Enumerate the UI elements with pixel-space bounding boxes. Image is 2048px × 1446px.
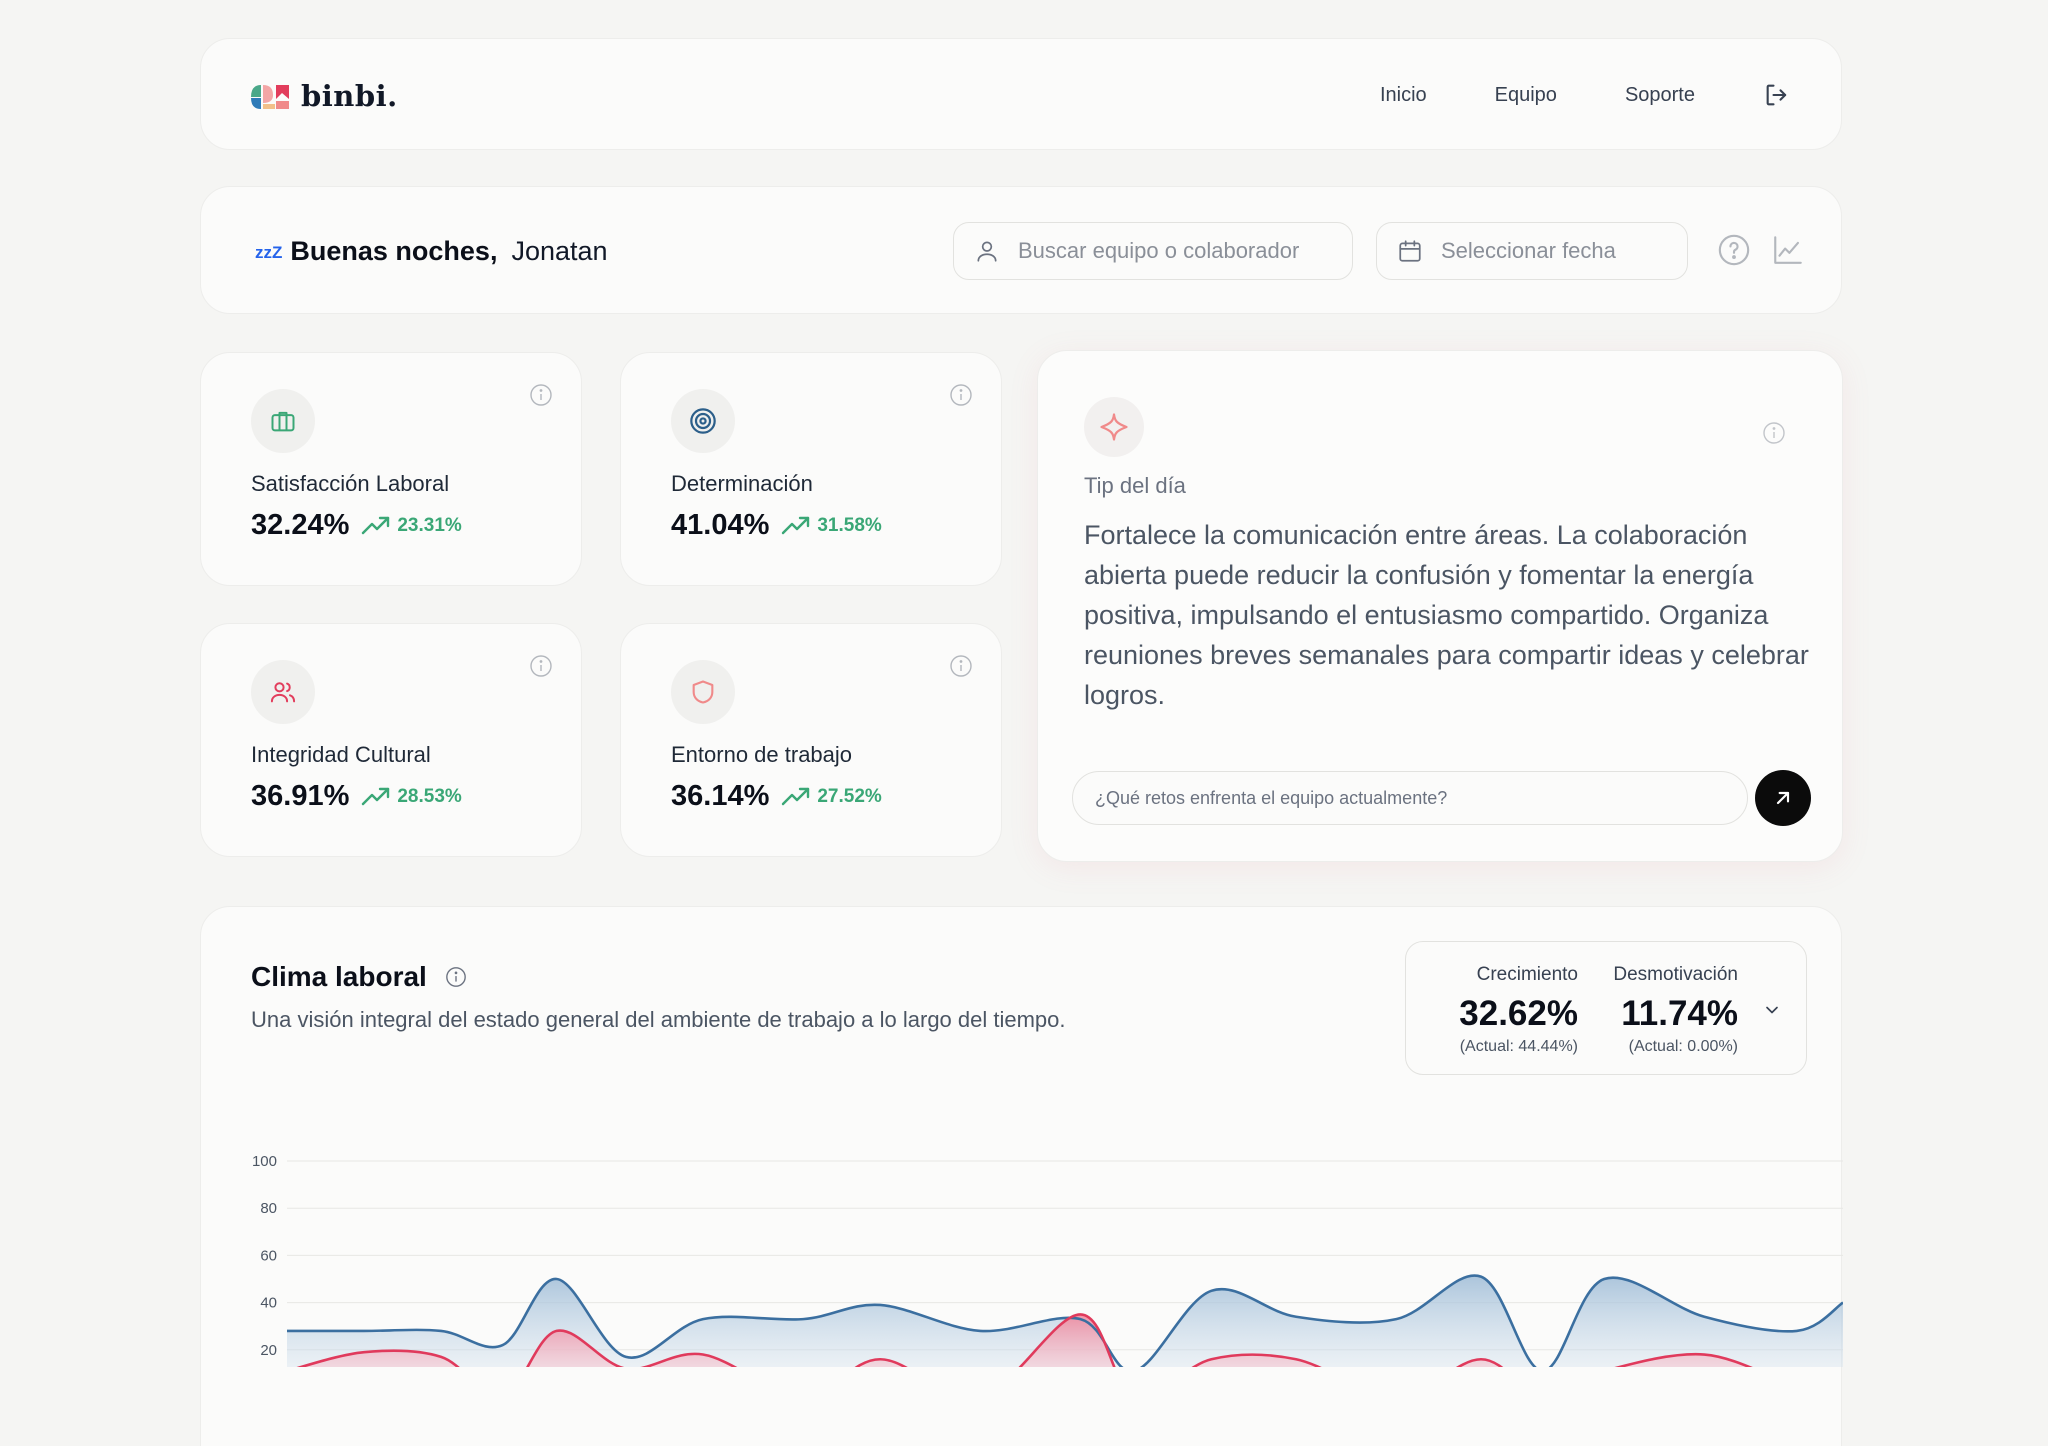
y-tick-label: 40	[260, 1295, 277, 1312]
arrow-up-right-icon	[1776, 791, 1790, 805]
line-chart-icon[interactable]	[1771, 233, 1805, 267]
sleep-icon: zzZ	[255, 243, 283, 262]
date-picker[interactable]: Seleccionar fecha	[1376, 222, 1688, 280]
y-tick-label: 100	[252, 1153, 277, 1170]
metric-trend: 28.53%	[397, 785, 462, 807]
clima-laboral-panel: Clima laboral Una visión integral del es…	[200, 906, 1843, 1446]
logout-icon[interactable]	[1763, 81, 1791, 109]
stat-desmotivacion: Desmotivación 11.74% (Actual: 0.00%)	[1613, 964, 1738, 1056]
nav-link-equipo[interactable]: Equipo	[1494, 83, 1557, 106]
send-button[interactable]	[1755, 770, 1811, 826]
stat-sub: (Actual: 44.44%)	[1459, 1038, 1578, 1055]
shield-icon	[671, 660, 735, 724]
greeting-bar: zzZ Buenas noches, Jonatan Buscar equipo…	[200, 186, 1842, 314]
greeting-user-name: Jonatan	[511, 235, 608, 266]
sparkle-icon	[1084, 397, 1144, 457]
y-tick-label: 60	[260, 1247, 277, 1264]
metric-value: 36.14%	[671, 780, 770, 812]
metric-title: Satisfacción Laboral	[251, 471, 450, 496]
target-icon	[671, 389, 735, 453]
trend-up-icon	[782, 516, 810, 534]
info-icon[interactable]	[529, 654, 553, 678]
tip-label: Tip del día	[1084, 473, 1186, 498]
metric-value: 41.04%	[671, 509, 770, 541]
brand-mark-icon	[251, 85, 289, 109]
search-placeholder: Buscar equipo o colaborador	[1018, 238, 1300, 263]
search-input[interactable]: Buscar equipo o colaborador	[953, 222, 1353, 280]
tip-text: Fortalece la comunicación entre áreas. L…	[1084, 520, 1809, 710]
metric-trend: 23.31%	[397, 514, 462, 536]
info-icon[interactable]	[1762, 421, 1786, 445]
date-placeholder: Seleccionar fecha	[1441, 238, 1616, 263]
metric-card-satisfaccion[interactable]: Satisfacción Laboral 32.24% 23.31%	[200, 352, 582, 586]
section-title: Clima laboral	[251, 961, 427, 992]
briefcase-icon	[251, 389, 315, 453]
metric-title: Integridad Cultural	[251, 742, 431, 767]
nav-link-soporte[interactable]: Soporte	[1624, 83, 1695, 106]
brand-name: binbi.	[301, 79, 398, 113]
metric-value: 32.24%	[251, 509, 350, 541]
calendar-icon	[1399, 240, 1421, 262]
info-icon[interactable]	[949, 654, 973, 678]
help-icon[interactable]	[1717, 233, 1751, 267]
stats-summary[interactable]: Crecimiento 32.62% (Actual: 44.44%) Desm…	[1405, 941, 1807, 1075]
metric-card-entorno[interactable]: Entorno de trabajo 36.14% 27.52%	[620, 623, 1002, 857]
trend-up-icon	[362, 787, 390, 805]
info-icon[interactable]	[949, 383, 973, 407]
trend-up-icon	[782, 787, 810, 805]
tip-question-input[interactable]: ¿Qué retos enfrenta el equipo actualment…	[1072, 771, 1748, 825]
clima-chart: 020406080100	[252, 1153, 1843, 1367]
series-line-1	[287, 1274, 1843, 1367]
info-icon[interactable]	[445, 966, 467, 988]
tip-card: Tip del día Fortalece la comunicación en…	[1037, 350, 1843, 862]
users-icon	[251, 660, 315, 724]
metric-value: 36.91%	[251, 780, 350, 812]
metric-title: Determinación	[671, 471, 813, 496]
metric-card-determinacion[interactable]: Determinación 41.04% 31.58%	[620, 352, 1002, 586]
section-subtitle: Una visión integral del estado general d…	[251, 1007, 1066, 1032]
series-line-2	[296, 1313, 1753, 1367]
greeting-salutation: Buenas noches,	[290, 235, 498, 266]
trend-up-icon	[362, 516, 390, 534]
series-area-2	[301, 1314, 1750, 1367]
brand-logo[interactable]: binbi.	[249, 79, 398, 113]
y-tick-label: 80	[260, 1200, 277, 1217]
metric-card-integridad[interactable]: Integridad Cultural 36.91% 28.53%	[200, 623, 582, 857]
stat-value: 32.62%	[1459, 994, 1578, 1033]
metric-trend: 31.58%	[817, 514, 882, 536]
stat-crecimiento: Crecimiento 32.62% (Actual: 44.44%)	[1459, 964, 1578, 1056]
stat-label: Desmotivación	[1613, 964, 1738, 985]
chevron-down-icon[interactable]	[1762, 1000, 1782, 1020]
nav-link-inicio[interactable]: Inicio	[1379, 83, 1427, 106]
y-tick-label: 20	[260, 1342, 277, 1359]
stat-value: 11.74%	[1621, 994, 1738, 1033]
user-icon	[977, 241, 997, 262]
top-nav: binbi. Inicio Equipo Soporte	[200, 38, 1842, 150]
stat-sub: (Actual: 0.00%)	[1628, 1038, 1738, 1055]
metric-trend: 27.52%	[817, 785, 882, 807]
stat-label: Crecimiento	[1476, 964, 1578, 985]
tip-input-placeholder: ¿Qué retos enfrenta el equipo actualment…	[1095, 787, 1448, 808]
info-icon[interactable]	[529, 383, 553, 407]
metric-title: Entorno de trabajo	[671, 742, 853, 767]
